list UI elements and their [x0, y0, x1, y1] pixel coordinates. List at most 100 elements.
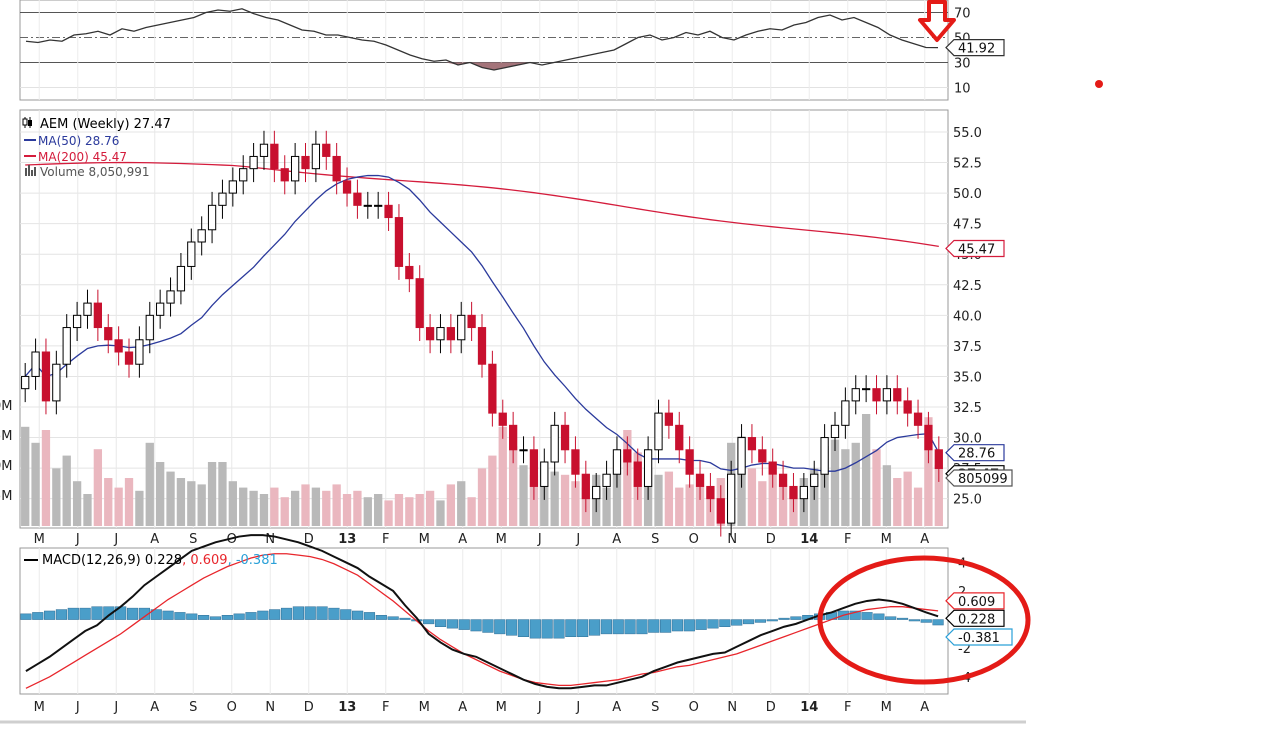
macd-histogram-bar	[731, 619, 743, 626]
candle-body	[592, 485, 601, 500]
macd-histogram-bar	[517, 619, 530, 637]
volume-bar	[72, 481, 82, 526]
macd-histogram-bar	[541, 619, 553, 639]
macd-histogram-bar	[375, 615, 387, 620]
candle-body	[259, 143, 269, 157]
candle-body	[581, 473, 590, 500]
macd-histogram-bar	[885, 616, 897, 620]
candle-body	[62, 327, 71, 365]
candle-body	[571, 449, 580, 475]
candle-body	[540, 461, 549, 487]
candle-body	[602, 473, 611, 487]
macd-month-label: D	[304, 700, 314, 715]
macd-month-label: J	[575, 700, 580, 715]
volume-bar	[384, 500, 393, 526]
volume-bar	[259, 494, 269, 526]
candle-body	[135, 339, 144, 365]
candle-body	[332, 155, 341, 182]
macd-histogram-bar	[648, 619, 660, 633]
macd-month-label: F	[844, 700, 851, 715]
price-month-label: M	[881, 532, 892, 547]
macd-signal-value-badge: 0.609	[958, 595, 995, 610]
macd-histogram-bar	[553, 619, 565, 639]
price-month-label: J	[575, 532, 580, 547]
candle-body	[903, 400, 912, 414]
candle-body	[124, 351, 134, 365]
macd-histogram-bar	[908, 619, 920, 622]
macd-histogram-bar	[186, 613, 198, 620]
volume-bar	[290, 490, 300, 526]
price-tick-label: 37.5	[953, 340, 982, 355]
volume-bar	[903, 471, 912, 526]
volume-bar	[571, 481, 580, 526]
candle-body	[654, 412, 663, 451]
candle-body	[778, 473, 788, 487]
volume-bar	[207, 462, 217, 526]
volume-bar	[623, 430, 632, 526]
volume-bar	[363, 497, 372, 526]
macd-month-label: A	[458, 700, 467, 715]
volume-bar	[654, 474, 663, 526]
candle-body	[623, 449, 632, 463]
candle-body	[882, 388, 892, 402]
candle-body	[913, 412, 923, 426]
macd-histogram-bar	[233, 613, 245, 620]
rsi-tick-label: 10	[954, 82, 971, 97]
rsi-value-badge-frame	[945, 39, 1005, 57]
macd-histogram-bar	[221, 615, 233, 620]
candle-body	[353, 192, 362, 206]
macd-histogram-bar	[506, 619, 518, 636]
candle-body	[104, 327, 113, 341]
price-month-label: M	[34, 532, 45, 547]
volume-bar	[270, 487, 279, 526]
macd-month-label: N	[265, 700, 275, 715]
macd-histogram-bar	[67, 607, 79, 620]
macd-histogram-bar	[162, 610, 174, 620]
candle-body	[550, 424, 559, 463]
volume-bar	[342, 494, 352, 526]
candle-body	[405, 265, 414, 280]
macd-month-label: M	[419, 700, 430, 715]
macd-histogram-bar	[683, 619, 695, 632]
macd-histogram-bar	[588, 619, 601, 636]
price-legend: AEM (Weekly) 27.47 MA(50) 28.76 MA(200) …	[22, 117, 171, 179]
macd-histogram-bar	[470, 619, 482, 632]
candle-body	[841, 400, 850, 426]
volume-bar	[446, 484, 456, 526]
legend-volume: Volume 8,050,991	[40, 165, 150, 179]
volume-bar	[508, 446, 518, 526]
macd-month-label: J	[75, 700, 80, 715]
volume-bar	[301, 484, 310, 526]
volume-bar	[353, 490, 362, 526]
volume-bar	[415, 494, 424, 526]
price-month-label: A	[458, 532, 467, 547]
down-arrow-annotation	[918, 0, 956, 42]
price-month-label: S	[189, 532, 197, 547]
candle-body	[207, 204, 217, 231]
candle-body	[789, 485, 798, 500]
candle-body	[342, 180, 352, 194]
price-month-label: D	[304, 532, 314, 547]
volume-bar	[913, 487, 923, 526]
candle-body	[239, 168, 248, 182]
price-month-label: J	[537, 532, 542, 547]
candle-body	[384, 204, 393, 219]
macd-month-label: O	[227, 700, 237, 715]
macd-histogram-bar	[399, 617, 411, 620]
candle-body	[716, 498, 725, 524]
rsi-tick-label: 30	[954, 57, 971, 72]
volume-bar	[239, 487, 248, 526]
candle-body	[301, 155, 310, 170]
price-month-label: F	[844, 532, 851, 547]
candle-body	[924, 424, 933, 451]
ma200-value-badge-frame	[945, 239, 1005, 258]
macd-month-label: J	[537, 700, 542, 715]
candle-body	[114, 339, 123, 353]
macd-histogram-bar	[873, 613, 885, 620]
legend-ma50: MA(50) 28.76	[38, 134, 119, 148]
candle-body	[633, 461, 642, 487]
macd-histogram-bar	[766, 619, 778, 622]
macd-histogram-bar	[636, 619, 648, 635]
volume-bar	[467, 497, 476, 526]
